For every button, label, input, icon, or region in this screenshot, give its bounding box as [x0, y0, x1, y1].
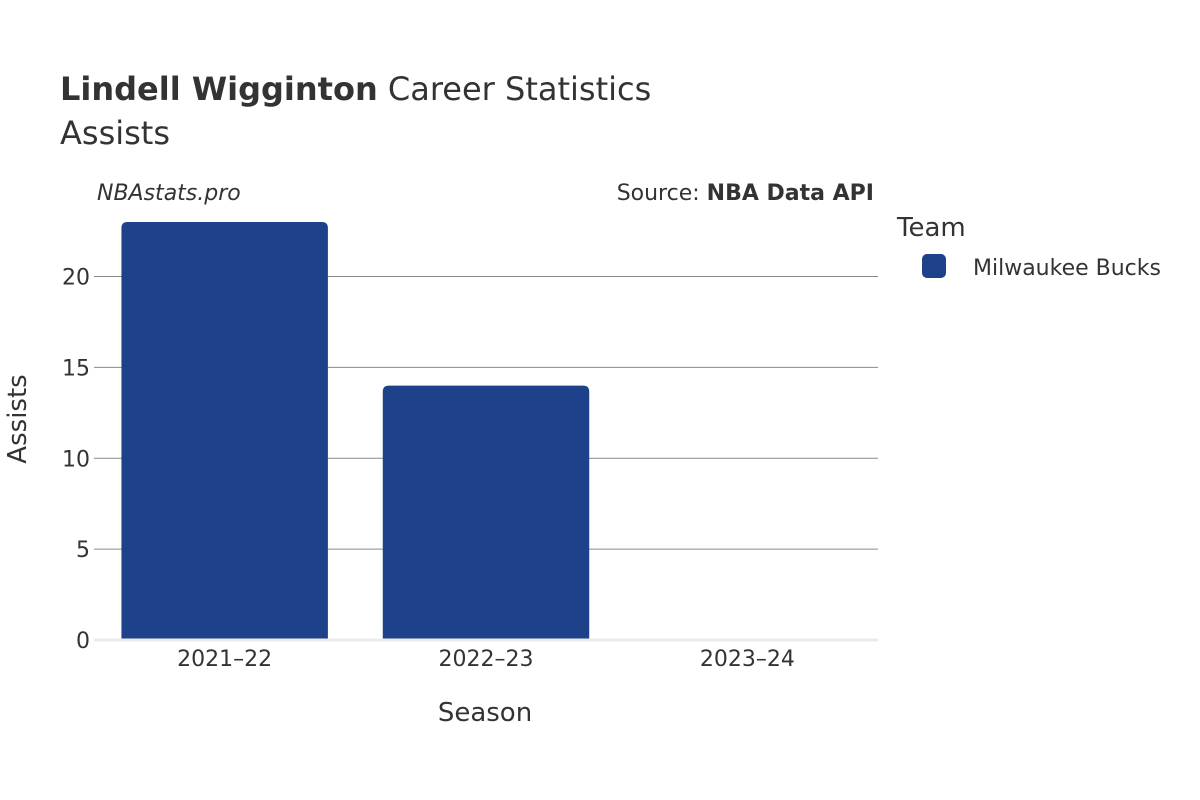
chart-title: Lindell Wigginton Career Statistics [60, 70, 651, 108]
source-name: NBA Data API [707, 181, 874, 206]
x-tick-label: 2022–23 [439, 647, 534, 672]
y-tick-label: 20 [62, 266, 90, 291]
y-tick-labels: 0 5 10 15 20 [62, 266, 90, 654]
legend-label: Milwaukee Bucks [973, 256, 1161, 281]
chart-title-bold: Lindell Wigginton [60, 70, 378, 108]
x-tick-label: 2023–24 [700, 647, 795, 672]
credit-text: NBAstats.pro [97, 181, 241, 206]
chart-title-rest: Career Statistics [378, 70, 652, 108]
x-tick-labels: 2021–22 2022–23 2023–24 [177, 647, 795, 672]
legend-title: Team [896, 213, 966, 243]
source-text: Source: NBA Data API [617, 181, 874, 206]
x-tick-label: 2021–22 [177, 647, 272, 672]
y-tick-label: 0 [76, 629, 90, 654]
y-axis-title: Assists [3, 374, 33, 463]
y-tick-label: 5 [76, 538, 90, 563]
legend-swatch [922, 254, 946, 278]
y-tick-label: 15 [62, 356, 90, 381]
y-tick-label: 10 [62, 447, 90, 472]
bar-2022–23[interactable] [382, 385, 590, 640]
legend-item-milwaukee-bucks[interactable]: Milwaukee Bucks [922, 254, 1161, 281]
x-axis-title: Season [438, 698, 532, 728]
chart-subtitle: Assists [60, 114, 170, 152]
bars [121, 222, 590, 640]
bar-2021–22[interactable] [121, 222, 328, 640]
source-prefix: Source: [617, 181, 707, 206]
